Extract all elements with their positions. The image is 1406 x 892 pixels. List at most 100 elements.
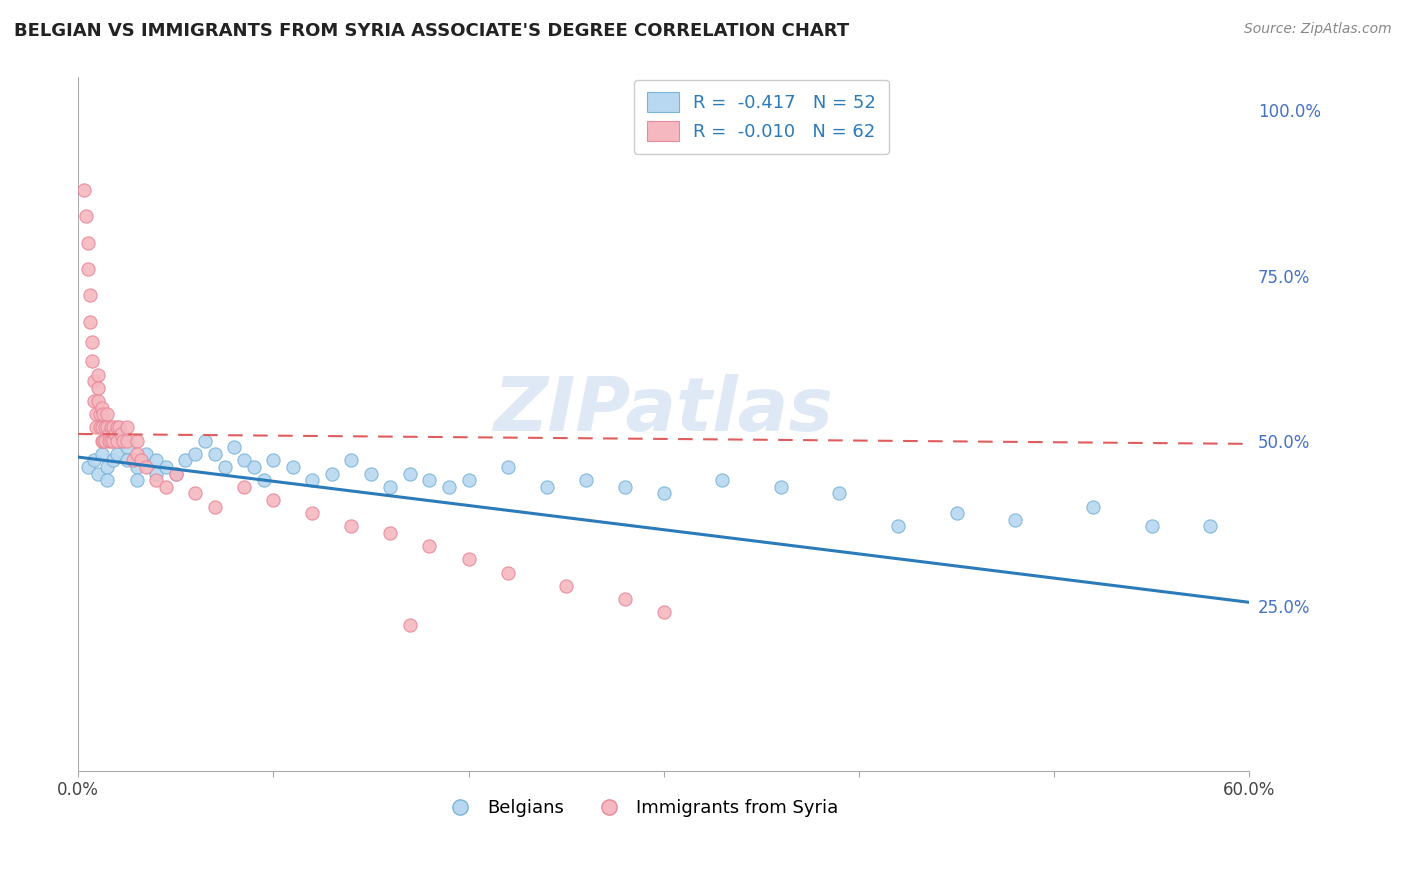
Point <box>86 368 108 382</box>
Point <box>96 407 118 421</box>
Point <box>174 453 197 467</box>
Point <box>711 473 734 487</box>
Text: BELGIAN VS IMMIGRANTS FROM SYRIA ASSOCIATE'S DEGREE CORRELATION CHART: BELGIAN VS IMMIGRANTS FROM SYRIA ASSOCIA… <box>14 22 849 40</box>
Point <box>84 407 107 421</box>
Point <box>80 334 103 349</box>
Point <box>93 434 115 448</box>
Point <box>93 407 115 421</box>
Point <box>110 427 132 442</box>
Point <box>86 467 108 481</box>
Point <box>1140 519 1163 533</box>
Point <box>437 480 460 494</box>
Point <box>83 374 105 388</box>
Point <box>86 381 108 395</box>
Point <box>1004 513 1026 527</box>
Point <box>224 440 246 454</box>
Point <box>360 467 382 481</box>
Point <box>184 447 207 461</box>
Point <box>1199 519 1222 533</box>
Point <box>418 539 440 553</box>
Point <box>457 473 479 487</box>
Point <box>83 394 105 409</box>
Point <box>194 434 217 448</box>
Point <box>555 579 578 593</box>
Point <box>399 618 422 632</box>
Point <box>96 420 118 434</box>
Point <box>86 394 108 409</box>
Point <box>108 420 131 434</box>
Point <box>262 453 284 467</box>
Point <box>418 473 440 487</box>
Point <box>301 506 323 520</box>
Point <box>145 473 167 487</box>
Point <box>380 526 402 541</box>
Point <box>79 288 101 302</box>
Point <box>204 500 226 514</box>
Point <box>321 467 343 481</box>
Point <box>96 473 118 487</box>
Point <box>105 420 128 434</box>
Point <box>340 519 363 533</box>
Point <box>214 460 236 475</box>
Point <box>105 434 128 448</box>
Point <box>90 401 112 415</box>
Point <box>145 467 167 481</box>
Point <box>77 460 100 475</box>
Point <box>98 427 121 442</box>
Point <box>155 460 177 475</box>
Point <box>125 473 148 487</box>
Point <box>75 209 97 223</box>
Point <box>457 552 479 566</box>
Point <box>100 434 122 448</box>
Point <box>105 447 128 461</box>
Point <box>1083 500 1105 514</box>
Point <box>828 486 851 500</box>
Point <box>89 407 111 421</box>
Point <box>129 453 152 467</box>
Point <box>125 434 148 448</box>
Legend: Belgians, Immigrants from Syria: Belgians, Immigrants from Syria <box>434 791 846 824</box>
Point <box>184 486 207 500</box>
Point <box>79 315 101 329</box>
Point <box>135 447 157 461</box>
Point <box>94 420 117 434</box>
Point <box>115 434 138 448</box>
Point <box>84 420 107 434</box>
Point <box>233 453 256 467</box>
Point <box>89 420 111 434</box>
Point <box>100 420 122 434</box>
Point <box>887 519 910 533</box>
Point <box>652 486 675 500</box>
Point <box>536 480 558 494</box>
Point <box>135 460 157 475</box>
Point <box>399 467 422 481</box>
Point <box>945 506 967 520</box>
Point <box>145 453 167 467</box>
Point <box>90 434 112 448</box>
Point <box>115 440 138 454</box>
Point <box>115 453 138 467</box>
Point <box>769 480 792 494</box>
Point <box>243 460 266 475</box>
Point <box>340 453 363 467</box>
Point <box>575 473 598 487</box>
Point <box>104 427 127 442</box>
Text: ZIPatlas: ZIPatlas <box>494 374 834 447</box>
Text: Source: ZipAtlas.com: Source: ZipAtlas.com <box>1244 22 1392 37</box>
Point <box>613 480 636 494</box>
Point <box>125 447 148 461</box>
Point <box>233 480 256 494</box>
Point <box>103 453 125 467</box>
Point <box>496 566 519 580</box>
Point <box>281 460 304 475</box>
Point <box>252 473 274 487</box>
Point <box>73 183 96 197</box>
Point <box>96 460 118 475</box>
Point <box>98 434 121 448</box>
Point <box>204 447 226 461</box>
Point <box>111 434 134 448</box>
Point <box>652 605 675 619</box>
Point <box>105 434 128 448</box>
Point <box>301 473 323 487</box>
Point <box>165 467 187 481</box>
